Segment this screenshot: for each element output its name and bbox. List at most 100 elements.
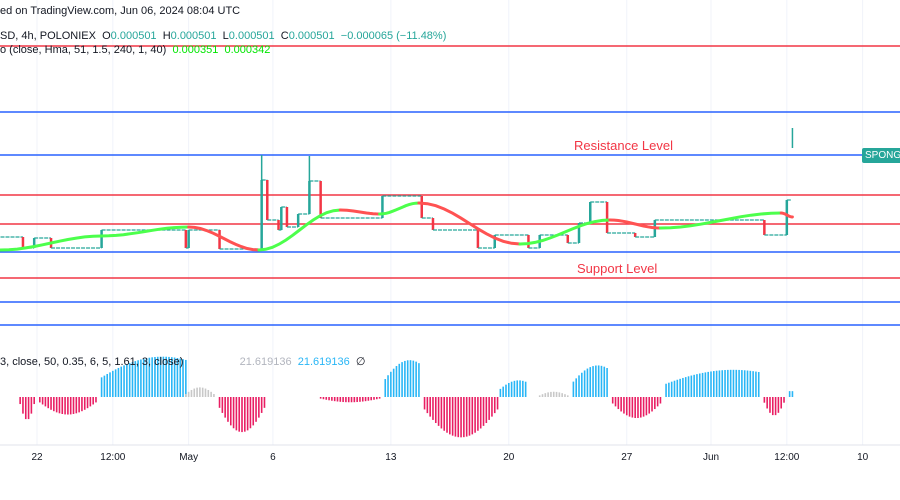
histogram-bar (378, 397, 381, 399)
histogram-bar (406, 360, 409, 397)
hma-segment (100, 225, 191, 238)
histogram-bar (508, 382, 510, 397)
x-tick-label: 12:00 (100, 452, 126, 463)
indicator2-legend[interactable]: 3, close, 50, 0.35, 6, 5, 1.61, 3, close… (0, 355, 365, 368)
histogram-bar (575, 378, 577, 397)
histogram-bar (244, 397, 246, 432)
histogram-bar (777, 397, 780, 413)
histogram-bar (755, 371, 757, 397)
histogram-bar (201, 387, 204, 397)
open-value: 0.000501 (110, 30, 157, 42)
histogram-bar (33, 397, 35, 405)
histogram-bar (221, 397, 224, 413)
histogram-bar (774, 397, 777, 416)
histogram-bar (505, 384, 507, 397)
hma-segment (338, 208, 382, 216)
histogram-bar (185, 359, 187, 397)
histogram-bar (123, 365, 125, 397)
histogram-bar (67, 397, 69, 415)
histogram-bar (479, 397, 482, 429)
histogram-bar (109, 372, 111, 397)
histogram-bar (426, 397, 429, 414)
histogram-bar (625, 397, 628, 416)
histogram-bar (47, 397, 50, 409)
x-tick-label: 20 (503, 452, 515, 463)
histogram-bar (331, 397, 333, 401)
histogram-bar (204, 388, 207, 397)
histogram-bar (704, 372, 707, 397)
histogram-bar (710, 371, 712, 397)
hma-segment (417, 201, 522, 246)
histogram-bar (106, 373, 109, 397)
histogram-bar (743, 370, 746, 397)
histogram-bar (763, 397, 766, 403)
histogram-bar (213, 394, 215, 397)
histogram-bar (249, 397, 252, 429)
hma-segment (608, 218, 662, 230)
histogram-bar (592, 366, 594, 397)
histogram-bar (541, 394, 544, 397)
histogram-bar (684, 377, 687, 397)
hma-segment (779, 211, 794, 219)
histogram-bar (171, 357, 173, 397)
histogram-bar (19, 397, 21, 405)
histogram-bar (168, 356, 170, 397)
histogram-bar (698, 373, 701, 397)
histogram-bar (137, 360, 139, 397)
histogram-bar (412, 360, 415, 397)
histogram-bar (193, 388, 196, 397)
indicator2-name: 3, close, 50, 0.35, 6, 5, 1.61, 3, close… (0, 356, 184, 368)
histogram-bar (131, 362, 134, 397)
histogram-bar (41, 397, 44, 405)
histogram-bar (404, 360, 406, 397)
histogram-bar (522, 380, 524, 397)
histogram-bar (159, 356, 162, 397)
histogram-bar (673, 380, 676, 397)
histogram-bar (162, 356, 165, 397)
histogram-bar (187, 391, 190, 397)
histogram-bar (224, 397, 226, 418)
histogram-bar (126, 364, 128, 397)
histogram-bar (50, 397, 52, 410)
histogram-bar (75, 397, 78, 414)
histogram-bar (190, 389, 193, 397)
histogram-bar (185, 394, 187, 397)
histogram-bar (24, 397, 27, 420)
x-tick-label: Jun (702, 452, 720, 463)
histogram-bar (359, 397, 361, 402)
histogram-bar (336, 397, 339, 402)
histogram-bar (235, 397, 238, 431)
histogram-bar (769, 397, 771, 413)
histogram-bar (485, 397, 488, 424)
hma-segment (378, 201, 421, 216)
histogram-bar (465, 397, 468, 437)
change-value: −0.000065 (−11.48%) (340, 30, 447, 42)
histogram-bar (679, 378, 681, 397)
histogram-bar (446, 397, 448, 433)
histogram-bar (493, 397, 496, 414)
histogram-bar (766, 397, 768, 409)
histogram-bar (724, 370, 726, 397)
histogram-bar (112, 370, 114, 397)
histogram-bar (55, 397, 58, 413)
histogram-bar (199, 387, 201, 397)
histogram-bar (120, 366, 123, 397)
histogram (19, 356, 794, 438)
histogram-bar (648, 397, 651, 414)
histogram-bar (449, 397, 451, 435)
histogram-bar (623, 397, 625, 414)
histogram-bar (156, 356, 159, 397)
high-label: H (162, 30, 171, 42)
histogram-bar (258, 397, 260, 418)
indicator1-legend[interactable]: o (close, Hma, 51, 1.5, 240, 1, 40) 0.00… (0, 44, 270, 56)
histogram-bar (676, 379, 679, 397)
histogram-bar (668, 382, 670, 397)
histogram-bar (550, 391, 552, 397)
histogram-bar (595, 365, 597, 397)
histogram-bar (687, 376, 690, 397)
histogram-bar (418, 363, 420, 397)
hma-segment (187, 225, 261, 252)
histogram-bar (328, 397, 330, 401)
histogram-bar (620, 397, 622, 412)
